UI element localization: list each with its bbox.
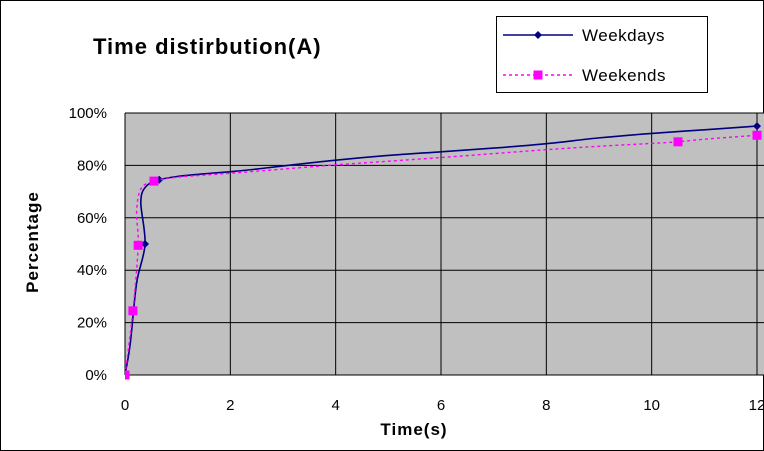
legend-box — [496, 16, 708, 93]
x-tick-label: 4 — [331, 397, 339, 414]
y-axis-tick-labels: 0% 20% 40% 60% 80% 100% — [69, 105, 107, 384]
data-point-weekends — [673, 137, 683, 147]
legend-item-weekends: Weekends — [503, 66, 666, 85]
data-point-weekdays — [753, 122, 761, 131]
y-axis-title: Percentage — [23, 191, 42, 293]
series-line-weekends — [125, 134, 758, 376]
grid-lines — [124, 112, 764, 376]
x-axis-title: Time(s) — [380, 420, 447, 439]
legend: Weekdays Weekends — [496, 16, 708, 93]
data-point-weekdays — [141, 240, 150, 248]
chart-title: Time distirbution(A) — [93, 34, 322, 59]
y-tick-label: 40% — [77, 262, 107, 279]
series-line-weekdays — [125, 125, 758, 376]
legend-label-weekends: Weekends — [582, 66, 666, 85]
x-tick-label: 2 — [226, 397, 234, 414]
legend-marker-weekdays — [534, 31, 542, 39]
data-point-weekends — [133, 240, 143, 250]
x-tick-label: 0 — [121, 397, 129, 414]
x-axis-tick-labels: 0 2 4 6 8 10 12 — [121, 397, 764, 414]
y-tick-label: 80% — [77, 157, 107, 174]
y-tick-label: 60% — [77, 210, 107, 227]
legend-label-weekdays: Weekdays — [582, 26, 665, 45]
legend-item-weekdays: Weekdays — [503, 26, 665, 45]
x-tick-label: 10 — [643, 397, 660, 414]
x-tick-label: 6 — [437, 397, 445, 414]
data-point-weekends — [752, 130, 762, 140]
data-point-weekends — [128, 306, 138, 316]
series-layer — [125, 122, 762, 380]
data-point-weekends — [125, 370, 130, 380]
y-tick-label: 100% — [69, 105, 107, 122]
x-tick-label: 12 — [749, 397, 764, 414]
legend-marker-weekends — [533, 70, 543, 80]
x-tick-label: 8 — [542, 397, 550, 414]
y-tick-label: 20% — [77, 315, 107, 332]
data-point-weekends — [149, 176, 159, 186]
y-tick-label: 0% — [85, 367, 107, 384]
series-weekends — [125, 130, 762, 380]
